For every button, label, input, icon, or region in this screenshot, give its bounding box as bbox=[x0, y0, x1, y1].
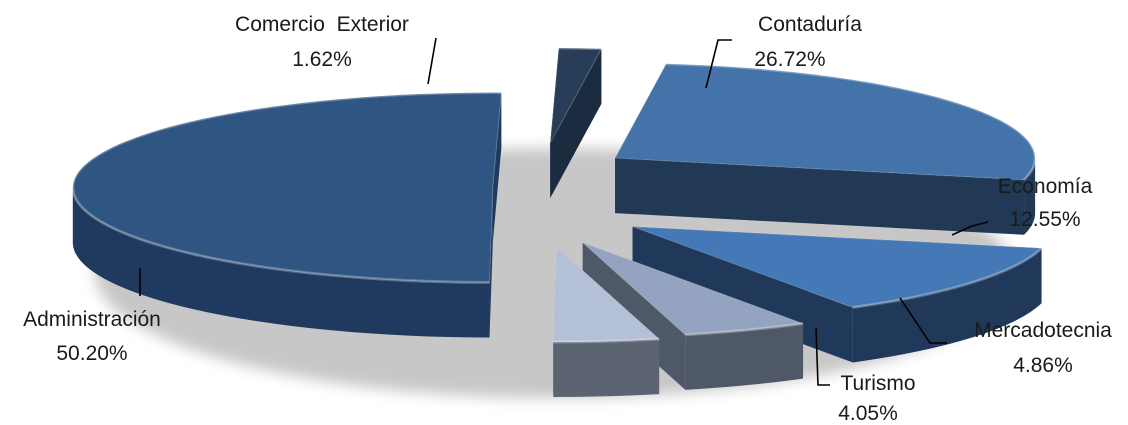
slice-rim-highlight bbox=[71, 91, 502, 285]
slice-label-comercio-exterior: Comercio Exterior bbox=[235, 13, 409, 36]
slice-value-economia: 12.55% bbox=[1009, 208, 1080, 231]
slice-value-turismo: 4.05% bbox=[838, 402, 898, 425]
slice-rim-highlight bbox=[558, 46, 602, 51]
pie-slice-administracion bbox=[71, 91, 502, 338]
slice-layer bbox=[71, 46, 1043, 397]
leader-line-comercio-exterior bbox=[427, 37, 437, 85]
pie-slice-mercadotecnia bbox=[582, 242, 804, 390]
slice-side bbox=[72, 187, 490, 338]
slice-wall bbox=[489, 187, 493, 338]
slice-label-administracion: Administración bbox=[23, 308, 161, 331]
pie-slice-turismo bbox=[552, 245, 661, 397]
data-labels: Comercio Exterior 1.62% Contaduría 26.72… bbox=[23, 13, 1112, 425]
leader-line-mercadotecnia bbox=[899, 297, 947, 344]
pie-slice-economia bbox=[632, 226, 1043, 363]
leader-line-turismo bbox=[815, 327, 830, 386]
slice-rim-highlight bbox=[685, 322, 804, 337]
slice-rim-highlight bbox=[852, 247, 1043, 309]
slice-side bbox=[1024, 158, 1036, 235]
slice-side bbox=[685, 323, 804, 390]
slice-label-contaduria: Contaduría bbox=[758, 13, 862, 36]
pie-slice-contaduria bbox=[614, 62, 1037, 235]
leader-lines bbox=[139, 37, 989, 386]
slice-rim-highlight bbox=[666, 62, 1037, 181]
slice-top bbox=[632, 226, 1043, 308]
slice-value-contaduria: 26.72% bbox=[754, 48, 825, 71]
slice-label-mercadotecnia: Mercadotecnia bbox=[974, 319, 1112, 342]
leader-line-contaduria bbox=[705, 39, 732, 89]
slice-label-economia: Economía bbox=[998, 175, 1093, 198]
slice-top bbox=[552, 245, 661, 343]
slice-wall bbox=[582, 242, 686, 390]
slice-top bbox=[72, 92, 502, 284]
slice-value-comercio-exterior: 1.62% bbox=[292, 48, 352, 71]
slice-label-turismo: Turismo bbox=[840, 372, 915, 395]
slice-wall bbox=[492, 92, 502, 243]
slice-value-administracion: 50.20% bbox=[56, 342, 127, 365]
slice-value-mercadotecnia: 4.86% bbox=[1013, 354, 1073, 377]
slice-top bbox=[582, 242, 804, 336]
leader-line-economia bbox=[951, 221, 989, 236]
slice-wall bbox=[615, 158, 1025, 235]
slice-rim-highlight bbox=[553, 337, 660, 344]
slice-top bbox=[549, 47, 603, 144]
slice-side bbox=[553, 339, 660, 397]
slice-wall bbox=[550, 48, 602, 199]
slice-side bbox=[852, 248, 1042, 363]
pie-slice-comercio-exterior bbox=[549, 46, 603, 199]
slice-top bbox=[614, 63, 1036, 181]
